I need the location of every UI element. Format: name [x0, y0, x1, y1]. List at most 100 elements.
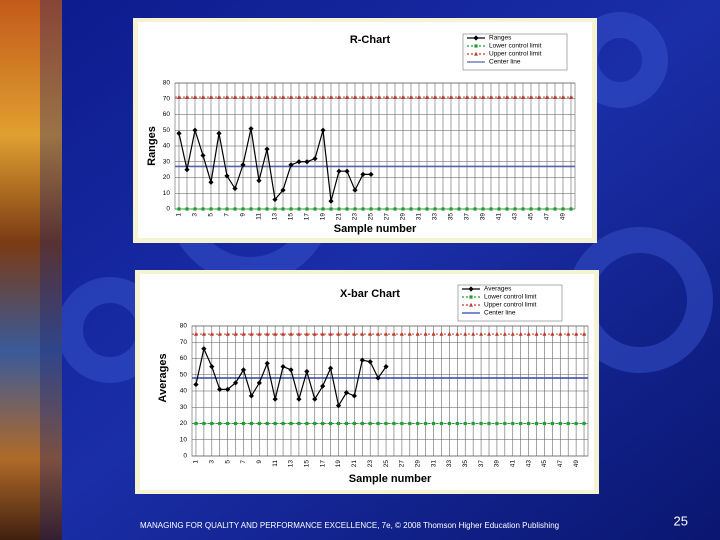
- legend-label: Upper control limit: [489, 51, 542, 58]
- limit-marker: [281, 421, 285, 426]
- limit-marker: [441, 207, 445, 211]
- limit-marker: [519, 421, 523, 426]
- x-tick-label: 3: [209, 460, 216, 464]
- data-point: [248, 393, 254, 399]
- limit-marker: [550, 331, 555, 336]
- limit-marker: [534, 331, 539, 336]
- limit-marker: [273, 421, 277, 426]
- limit-marker: [273, 207, 277, 211]
- limit-marker: [407, 331, 412, 336]
- x-tick-label: 7: [224, 213, 231, 217]
- data-point: [264, 146, 270, 152]
- x-tick-label: 41: [496, 213, 503, 221]
- limit-marker: [566, 421, 570, 426]
- limit-marker: [502, 331, 507, 336]
- limit-marker: [201, 207, 205, 211]
- limit-marker: [289, 421, 293, 426]
- data-point: [192, 127, 198, 133]
- y-tick-label: 10: [163, 190, 171, 197]
- limit-marker: [489, 207, 493, 211]
- x-tick-label: 47: [557, 460, 564, 468]
- limit-marker: [249, 207, 253, 211]
- x-tick-label: 37: [464, 213, 471, 221]
- data-point: [288, 367, 294, 373]
- limit-marker: [241, 331, 246, 336]
- data-point: [232, 380, 239, 386]
- limit-marker: [297, 421, 301, 426]
- data-point: [184, 167, 190, 173]
- limit-marker: [481, 94, 485, 99]
- limit-marker: [218, 421, 222, 426]
- limit-marker: [385, 94, 389, 99]
- limit-marker: [473, 94, 477, 99]
- x-axis-label: Sample number: [334, 223, 417, 235]
- limit-marker: [513, 94, 517, 99]
- limit-marker: [455, 331, 460, 336]
- x-tick-label: 23: [352, 213, 359, 221]
- y-tick-label: 20: [180, 420, 188, 427]
- limit-marker: [384, 421, 388, 426]
- limit-marker: [360, 331, 365, 336]
- limit-marker: [305, 207, 309, 211]
- data-point: [256, 380, 262, 386]
- limit-marker: [225, 94, 229, 99]
- limit-marker: [185, 94, 189, 99]
- limit-marker: [463, 421, 467, 426]
- y-tick-label: 40: [163, 143, 171, 150]
- x-tick-label: 49: [573, 460, 580, 468]
- data-point: [344, 168, 350, 174]
- limit-marker: [321, 421, 325, 426]
- limit-marker: [473, 207, 477, 211]
- y-tick-label: 70: [163, 95, 171, 102]
- data-point: [272, 396, 278, 402]
- legend-box: [462, 33, 568, 71]
- limit-marker: [233, 331, 238, 336]
- data-point: [328, 198, 334, 204]
- limit-marker: [376, 331, 381, 336]
- data-point: [360, 171, 366, 177]
- limit-marker: [193, 207, 197, 211]
- x-tick-label: 33: [446, 460, 453, 468]
- x-tick-label: 21: [336, 213, 343, 221]
- x-tick-label: 9: [240, 213, 247, 217]
- limit-marker: [226, 421, 230, 426]
- limit-marker: [425, 94, 429, 99]
- legend-marker: [468, 286, 474, 292]
- limit-marker: [305, 421, 309, 426]
- limit-marker: [441, 94, 445, 99]
- legend-marker: [469, 295, 473, 299]
- limit-marker: [313, 421, 317, 426]
- limit-marker: [433, 94, 437, 99]
- limit-marker: [257, 421, 261, 426]
- y-axis-label: Averages: [157, 353, 169, 402]
- data-point: [336, 168, 342, 174]
- limit-marker: [345, 94, 349, 99]
- legend-marker: [474, 44, 478, 48]
- limit-marker: [401, 207, 405, 211]
- limit-marker: [553, 94, 557, 99]
- limit-marker: [297, 94, 301, 99]
- limit-marker: [431, 421, 436, 426]
- limit-marker: [377, 207, 381, 211]
- limit-marker: [384, 331, 389, 336]
- x-tick-label: 25: [383, 460, 390, 468]
- limit-marker: [408, 421, 412, 426]
- limit-marker: [401, 94, 405, 99]
- limit-marker: [345, 207, 349, 211]
- limit-marker: [313, 94, 317, 99]
- limit-marker: [352, 331, 357, 336]
- data-point: [240, 367, 247, 373]
- limit-marker: [561, 207, 565, 211]
- limit-marker: [193, 331, 198, 336]
- limit-marker: [561, 94, 565, 99]
- limit-marker: [526, 331, 531, 336]
- limit-marker: [368, 421, 372, 426]
- limit-marker: [193, 94, 197, 99]
- limit-marker: [336, 331, 341, 336]
- limit-marker: [433, 207, 437, 211]
- limit-marker: [233, 94, 237, 99]
- legend-label: Center line: [489, 59, 521, 66]
- limit-marker: [455, 421, 459, 426]
- limit-marker: [194, 421, 198, 426]
